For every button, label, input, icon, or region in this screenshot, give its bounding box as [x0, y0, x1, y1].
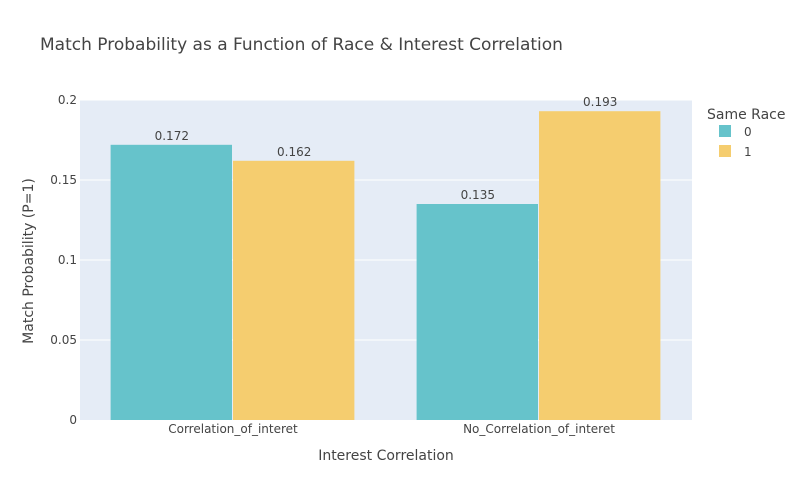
bar-labels: 0.172 0.162 0.135 0.193 [155, 95, 618, 202]
x-tick-label: No_Correlation_of_interet [463, 422, 615, 436]
bar-value-label: 0.135 [461, 188, 495, 202]
bar-value-label: 0.172 [155, 129, 189, 143]
bar-value-label: 0.162 [277, 145, 311, 159]
y-tick-label: 0.1 [58, 253, 77, 267]
y-tick-label: 0 [69, 413, 77, 427]
legend[interactable]: Same Race 01 [707, 107, 785, 159]
bar-value-label: 0.193 [583, 95, 617, 109]
legend-items[interactable]: 01 [719, 125, 752, 159]
y-axis-ticks: 0 0.05 0.1 0.15 0.2 [50, 93, 77, 427]
legend-label: 1 [744, 145, 752, 159]
legend-item-1[interactable]: 1 [719, 145, 752, 159]
bar-series-1-No_Correlation_of_interet[interactable] [539, 111, 661, 420]
legend-label: 0 [744, 125, 752, 139]
bar-series-0-Correlation_of_interet[interactable] [110, 144, 232, 421]
bar-series-0-No_Correlation_of_interet[interactable] [416, 204, 538, 420]
legend-title: Same Race [707, 107, 785, 123]
y-tick-label: 0.05 [50, 333, 77, 347]
chart-title: Match Probability as a Function of Race … [40, 35, 563, 55]
x-tick-label: Correlation_of_interet [168, 422, 298, 436]
legend-swatch [719, 145, 731, 157]
y-axis-title: Match Probability (P=1) [21, 178, 37, 344]
legend-swatch [719, 125, 731, 137]
plot-area: 0.172 0.162 0.135 0.193 [80, 95, 692, 421]
y-tick-label: 0.2 [58, 93, 77, 107]
legend-item-0[interactable]: 0 [719, 125, 752, 139]
bars[interactable] [110, 111, 661, 421]
bar-series-1-Correlation_of_interet[interactable] [233, 160, 355, 421]
x-axis-ticks: Correlation_of_interet No_Correlation_of_… [168, 422, 615, 436]
y-tick-label: 0.15 [50, 173, 77, 187]
x-axis-title: Interest Correlation [318, 448, 454, 464]
